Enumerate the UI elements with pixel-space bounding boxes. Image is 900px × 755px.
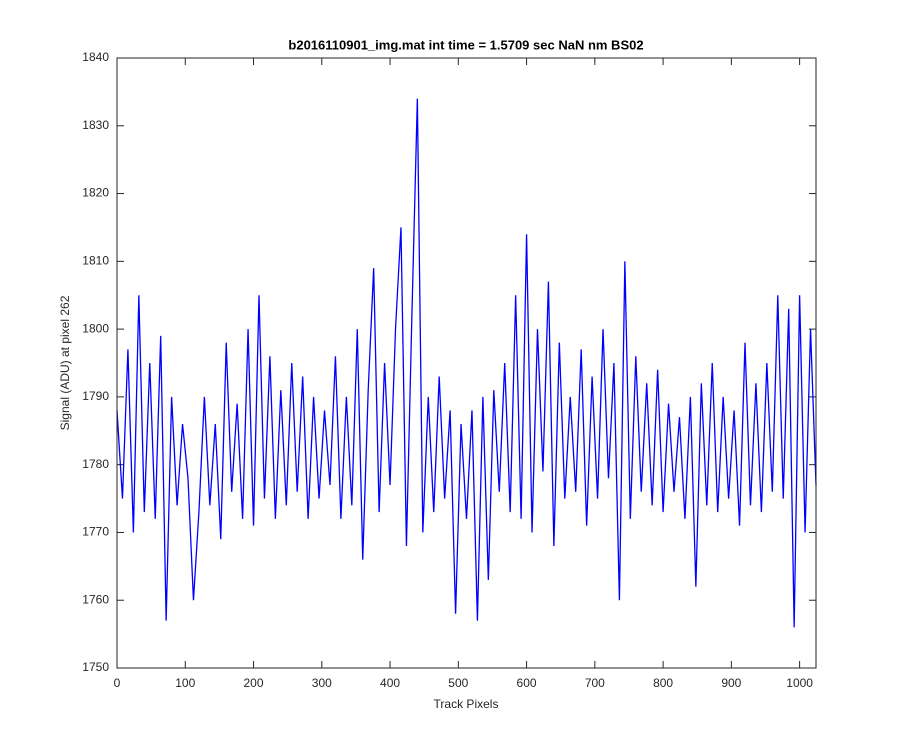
line-series [116, 98, 817, 628]
x-tick-label: 600 [517, 676, 537, 690]
x-tick-label: 300 [312, 676, 332, 690]
y-tick-label: 1820 [82, 186, 109, 200]
chart-title: b2016110901_img.mat int time = 1.5709 se… [288, 37, 643, 52]
y-tick-label: 1800 [82, 321, 109, 335]
y-tick-label: 1830 [82, 118, 109, 132]
y-axis-label: Signal (ADU) at pixel 262 [58, 295, 72, 430]
y-tick-label: 1770 [82, 525, 109, 539]
x-tick-label: 800 [653, 676, 673, 690]
y-tick-label: 1790 [82, 389, 109, 403]
y-tick-label: 1840 [82, 50, 109, 64]
y-tick-label: 1810 [82, 254, 109, 268]
x-tick-label: 100 [175, 676, 195, 690]
y-tick-label: 1760 [82, 592, 109, 606]
x-tick-label: 700 [585, 676, 605, 690]
x-tick-label: 500 [448, 676, 468, 690]
y-tick-label: 1780 [82, 457, 109, 471]
x-tick-label: 400 [380, 676, 400, 690]
x-tick-label: 200 [244, 676, 264, 690]
axes-box [116, 57, 817, 669]
x-tick-label: 900 [721, 676, 741, 690]
y-tick-label: 1750 [82, 660, 109, 674]
x-tick-label: 0 [114, 676, 121, 690]
x-axis-label: Track Pixels [434, 697, 499, 711]
x-tick-label: 1000 [786, 676, 813, 690]
